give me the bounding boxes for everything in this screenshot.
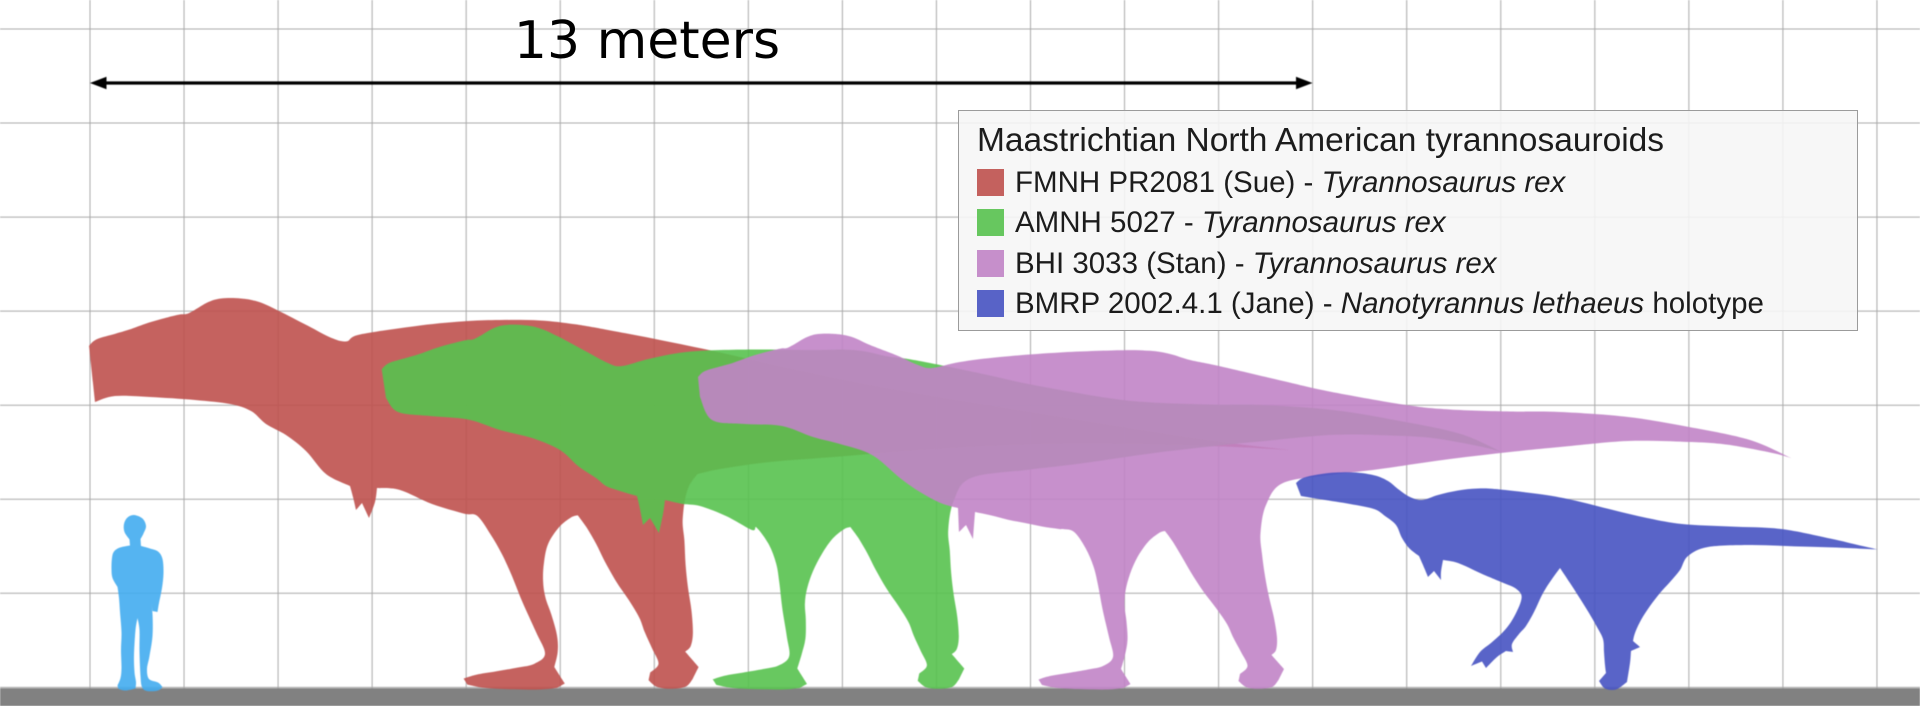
silhouette-stan	[698, 333, 1791, 690]
legend-item-text: FMNH PR2081 (Sue) - Tyrannosaurus rex	[1015, 166, 1565, 200]
legend-suffix-jane: holotype	[1644, 287, 1764, 321]
legend-swatch-jane	[977, 290, 1004, 318]
silhouette-human	[111, 514, 164, 692]
legend-item-text: BHI 3033 (Stan) - Tyrannosaurus rex	[1015, 247, 1497, 281]
legend-swatch-amnh	[977, 209, 1004, 237]
legend-item-text: AMNH 5027 - Tyrannosaurus rex	[1015, 206, 1446, 240]
legend-label-sue: FMNH PR2081 (Sue) -	[1015, 166, 1322, 199]
legend: Maastrichtian North American tyrannosaur…	[958, 110, 1858, 331]
scale-bar-label: 13 meters	[513, 10, 781, 71]
legend-species-sue: Tyrannosaurus rex	[1321, 166, 1566, 199]
legend-label-amnh: AMNH 5027 -	[1015, 206, 1202, 240]
scale-arrowhead-left	[90, 76, 107, 90]
legend-swatch-sue	[977, 169, 1004, 196]
legend-label-jane: BMRP 2002.4.1 (Jane) -	[1015, 287, 1341, 321]
scale-arrow	[90, 76, 1313, 90]
legend-title: Maastrichtian North American tyrannosaur…	[977, 121, 1665, 159]
legend-swatch-stan	[977, 249, 1004, 277]
silhouettes	[89, 298, 1878, 692]
legend-label-stan: BHI 3033 (Stan) -	[1015, 246, 1253, 280]
legend-species-jane: Nanotyrannus lethaeus	[1340, 287, 1645, 321]
scale-arrowhead-right	[1296, 76, 1313, 90]
silhouette-jane	[1296, 472, 1878, 691]
legend-species-stan: Tyrannosaurus rex	[1252, 246, 1497, 280]
legend-item-text: BMRP 2002.4.1 (Jane) - Nanotyrannus leth…	[1015, 287, 1764, 321]
ground-bar	[0, 688, 1920, 706]
legend-species-amnh: Tyrannosaurus rex	[1201, 206, 1446, 240]
